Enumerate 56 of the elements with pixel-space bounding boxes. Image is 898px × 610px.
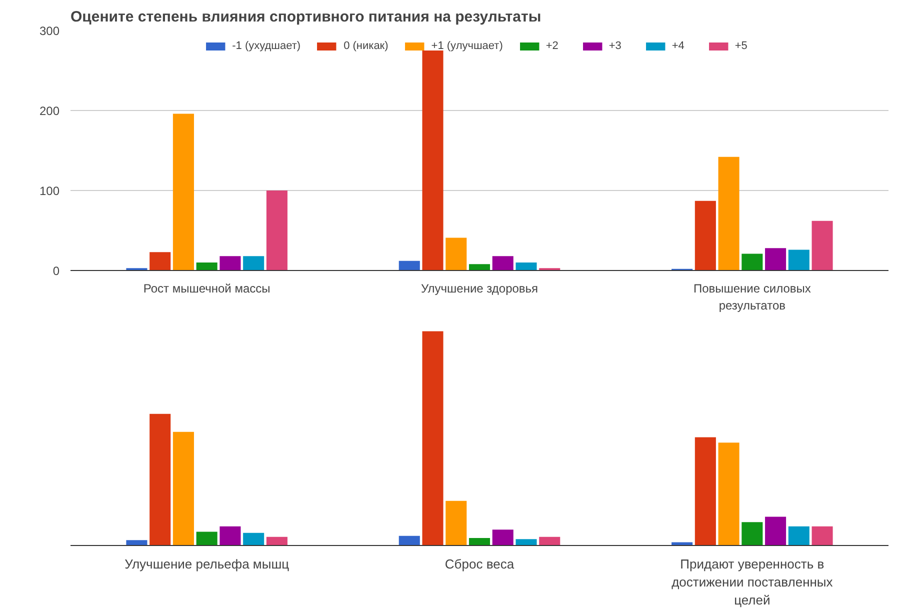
legend-label: 0 (никак)	[344, 40, 388, 52]
bar	[742, 522, 763, 546]
y-tick-label: 200	[39, 104, 60, 118]
bar	[492, 530, 514, 546]
bar	[220, 526, 241, 546]
bar	[742, 254, 763, 270]
y-tick-label: 100	[39, 184, 60, 198]
bar	[150, 414, 171, 546]
y-tick-label: 300	[39, 24, 60, 38]
legend-label: +5	[734, 40, 748, 52]
bar	[126, 540, 148, 546]
bar	[172, 114, 194, 270]
bar	[812, 526, 833, 546]
bar	[788, 526, 810, 546]
bar	[150, 252, 171, 270]
bar	[422, 50, 444, 270]
bar	[398, 536, 420, 546]
bar	[516, 262, 537, 270]
x-tick-label: Улучшение рельефа мышц	[124, 556, 290, 572]
chart-title: Оцените степень влияния спортивного питания на результаты	[70, 8, 542, 26]
bar	[718, 156, 740, 270]
bar	[812, 220, 833, 270]
legend-label: +4	[672, 40, 686, 52]
x-tick-label: Сброс веса	[444, 556, 515, 572]
bar	[516, 539, 537, 546]
legend-label: +3	[608, 40, 622, 52]
bar	[765, 248, 786, 270]
bar	[422, 331, 444, 546]
bar	[446, 500, 467, 546]
bar	[694, 200, 716, 270]
bar	[196, 262, 218, 270]
bar	[492, 256, 514, 270]
x-tick-label: Повышение силовых результатов	[693, 282, 811, 312]
legend-label: +2	[546, 40, 560, 52]
bar	[718, 442, 740, 546]
bar	[172, 432, 194, 546]
y-tick-label: 0	[52, 264, 60, 278]
bar	[243, 256, 264, 270]
x-tick-label: Улучшение здоровья	[420, 282, 538, 296]
legend-label: -1 (ухудшает)	[232, 40, 301, 52]
bar	[243, 532, 264, 546]
bar	[765, 516, 786, 546]
bar	[196, 532, 218, 546]
bar	[468, 538, 490, 546]
bar	[220, 256, 241, 270]
bar	[446, 238, 467, 270]
legend-label: +1 (улучшает)	[431, 40, 503, 52]
bar	[398, 260, 420, 270]
bar	[468, 264, 490, 270]
bar	[266, 536, 288, 546]
bar	[539, 536, 560, 546]
bar	[266, 190, 288, 270]
x-tick-label: Рост мышечной массы	[143, 282, 270, 296]
x-tick-label: Придают уверенность в достижении поставленных целей	[672, 556, 834, 608]
bar	[788, 250, 810, 270]
bar	[694, 437, 716, 546]
